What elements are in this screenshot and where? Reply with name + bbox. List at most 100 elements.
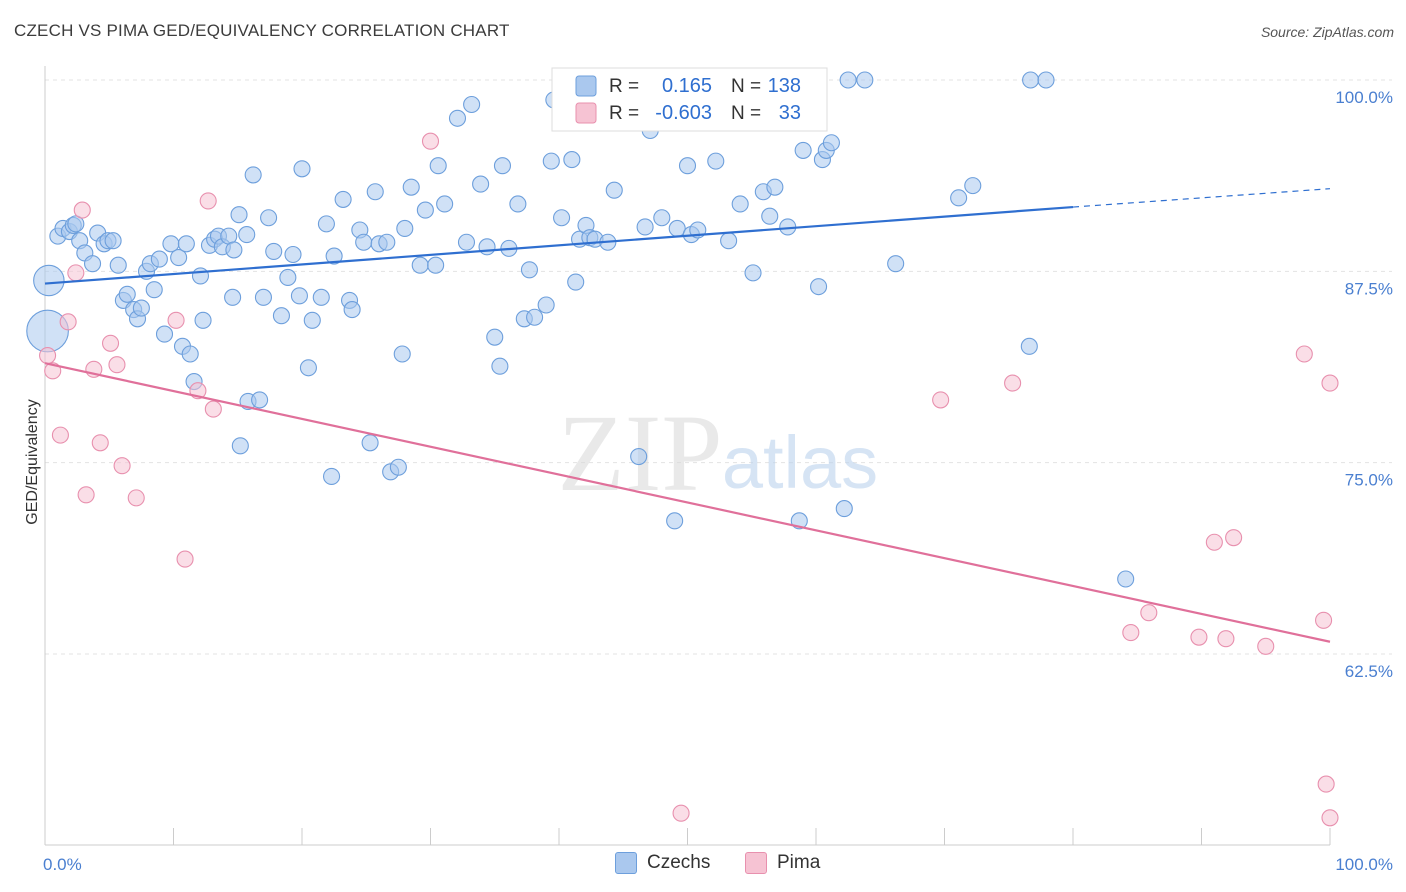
point-czechs <box>378 233 396 251</box>
point-czechs <box>323 467 341 485</box>
x-tick-labels: 0.0% 100.0% <box>43 855 1393 874</box>
point-czechs <box>766 178 784 196</box>
point-czechs <box>251 391 269 409</box>
trend-line-pima <box>44 362 1331 643</box>
y-tick-label: 100.0% <box>1335 88 1393 107</box>
watermark: ZIP atlas <box>558 392 879 514</box>
point-czechs <box>366 183 384 201</box>
legend-n-value: 138 <box>768 75 801 97</box>
point-czechs <box>83 255 102 273</box>
point-czechs <box>427 256 445 274</box>
point-pima <box>59 313 77 331</box>
source-label: Source: ZipAtlas.com <box>1260 24 1394 40</box>
x-tick-label: 0.0% <box>43 855 82 874</box>
point-czechs <box>33 264 65 297</box>
point-czechs <box>964 177 982 195</box>
point-czechs <box>1037 71 1055 89</box>
point-czechs <box>132 299 150 317</box>
point-czechs <box>668 219 686 238</box>
point-czechs <box>950 189 968 207</box>
point-pima <box>101 334 120 352</box>
point-czechs <box>181 345 199 363</box>
point-pima <box>1257 637 1275 655</box>
point-pima <box>1225 529 1243 547</box>
point-czechs <box>224 288 242 306</box>
point-czechs <box>761 207 779 225</box>
trend-lines <box>44 188 1331 643</box>
point-czechs <box>312 288 330 306</box>
point-czechs <box>67 215 85 233</box>
axes <box>44 66 1331 846</box>
point-czechs <box>463 95 481 114</box>
point-czechs <box>835 500 853 518</box>
y-tick-label: 87.5% <box>1345 279 1393 298</box>
point-czechs <box>605 181 623 199</box>
point-czechs <box>1020 337 1038 355</box>
point-pima <box>1321 809 1339 827</box>
point-czechs <box>630 447 648 466</box>
point-czechs <box>299 359 317 377</box>
point-czechs <box>1117 570 1135 588</box>
point-pima <box>113 457 131 475</box>
point-pima <box>127 489 145 507</box>
point-czechs <box>839 71 857 89</box>
point-pima <box>67 264 85 282</box>
legend-r-label: R = <box>609 76 639 97</box>
series-czechs <box>26 71 1135 588</box>
point-pima <box>204 400 222 418</box>
watermark-atlas: atlas <box>722 421 878 504</box>
point-czechs <box>794 141 812 159</box>
point-czechs <box>457 233 476 251</box>
point-czechs <box>707 152 725 170</box>
point-czechs <box>448 109 467 127</box>
legend-swatch-czechs <box>615 852 637 874</box>
point-pima <box>1004 374 1022 392</box>
point-pima <box>1140 604 1158 622</box>
point-czechs <box>666 512 684 530</box>
point-czechs <box>104 232 122 250</box>
legend-n-label: N = <box>731 76 761 97</box>
point-pima <box>1317 775 1335 793</box>
y-tick-label: 62.5% <box>1345 662 1393 681</box>
point-pima <box>176 550 194 568</box>
point-czechs <box>225 241 243 259</box>
point-czechs <box>1022 71 1040 89</box>
point-czechs <box>254 288 273 306</box>
point-czechs <box>653 209 671 227</box>
point-pima <box>51 426 69 444</box>
point-czechs <box>478 238 496 256</box>
legend-item-czechs[interactable]: Czechs <box>615 852 710 874</box>
point-czechs <box>334 190 352 208</box>
point-czechs <box>411 256 429 274</box>
trend-line-czechs <box>44 205 1074 285</box>
point-czechs <box>402 178 420 196</box>
point-czechs <box>429 157 447 175</box>
point-pima <box>1315 611 1333 629</box>
point-pima <box>91 434 109 452</box>
point-czechs <box>731 195 749 213</box>
point-czechs <box>145 281 163 299</box>
point-pima <box>672 804 690 822</box>
point-czechs <box>272 307 290 325</box>
point-czechs <box>191 267 210 285</box>
legend-r-value: 0.165 <box>662 75 712 97</box>
x-tick-label: 100.0% <box>1335 855 1393 874</box>
point-czechs <box>155 325 174 343</box>
point-czechs <box>293 160 311 178</box>
point-pima <box>932 391 950 409</box>
trend-line-czechs-extension <box>1072 188 1331 208</box>
legend-n-label: N = <box>731 103 761 124</box>
legend-r-label: R = <box>609 103 639 124</box>
point-czechs <box>230 206 248 224</box>
point-czechs <box>509 195 527 213</box>
point-czechs <box>260 209 278 227</box>
point-pima <box>167 311 185 329</box>
point-pima <box>77 486 95 504</box>
point-czechs <box>486 328 504 346</box>
legend-box: R = 0.165 N = 138 R = -0.603 N = 33 <box>551 67 828 132</box>
point-czechs <box>355 233 373 251</box>
point-czechs <box>491 357 509 375</box>
legend-item-pima[interactable]: Pima <box>745 852 820 874</box>
point-czechs <box>150 250 168 268</box>
